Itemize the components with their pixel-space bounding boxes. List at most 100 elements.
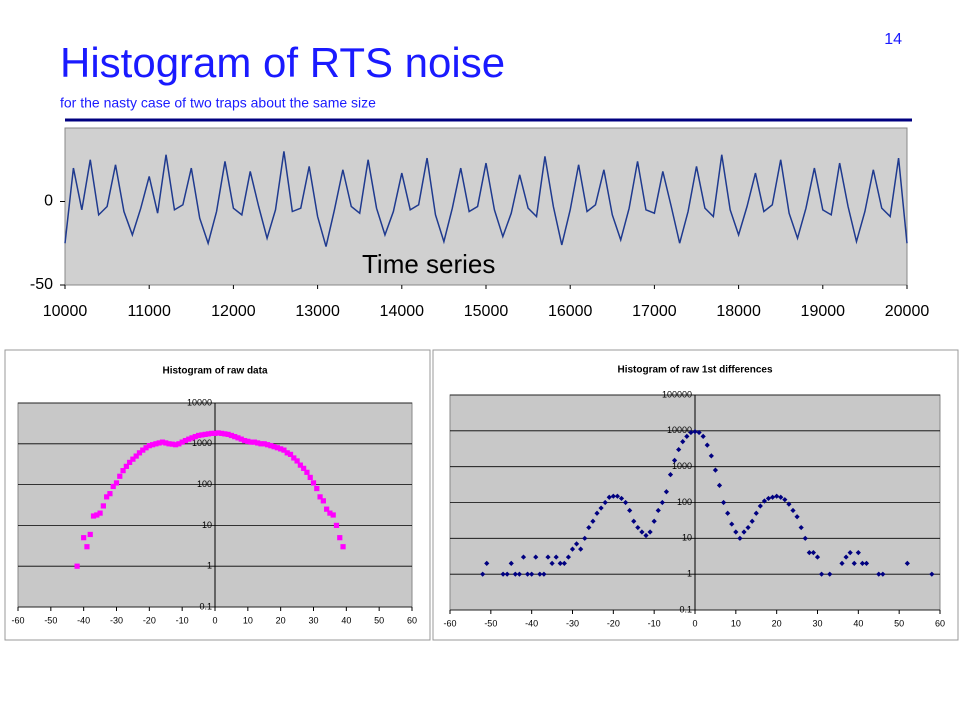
point xyxy=(582,535,588,541)
y-tick-label: 0.1 xyxy=(679,604,692,614)
point xyxy=(153,441,159,447)
point xyxy=(573,541,580,547)
x-tick-label: 30 xyxy=(308,615,318,625)
point xyxy=(745,524,751,531)
point xyxy=(798,524,804,531)
point xyxy=(700,433,706,439)
x-tick-label: 14000 xyxy=(380,303,425,320)
series-line xyxy=(64,151,908,247)
point xyxy=(120,468,126,474)
point xyxy=(769,494,776,500)
point xyxy=(251,439,257,445)
point xyxy=(667,472,674,478)
point xyxy=(655,507,661,514)
point xyxy=(622,499,629,506)
point xyxy=(81,535,87,541)
y-tick-label: 100000 xyxy=(662,389,692,399)
x-tick-label: -40 xyxy=(77,615,90,625)
y-tick-label: 0 xyxy=(44,193,53,210)
point xyxy=(241,437,248,444)
point xyxy=(97,510,103,516)
y-tick-label: 1000 xyxy=(672,461,692,471)
point xyxy=(647,529,653,535)
point xyxy=(186,436,192,442)
x-tick-label: 13000 xyxy=(295,303,340,320)
point xyxy=(929,571,935,577)
point xyxy=(537,571,543,577)
point xyxy=(248,439,254,445)
point xyxy=(294,458,300,464)
point xyxy=(284,450,290,456)
x-tick-label: 12000 xyxy=(211,303,256,320)
point xyxy=(94,512,100,518)
point xyxy=(757,503,763,509)
y-tick-label: 10000 xyxy=(667,425,692,435)
point xyxy=(258,441,264,447)
point xyxy=(684,433,690,439)
point xyxy=(320,498,326,504)
point xyxy=(228,432,235,439)
slide-subtitle: for the nasty case of two traps about th… xyxy=(60,95,376,111)
y-tick-label: 10000 xyxy=(187,397,212,407)
point xyxy=(163,440,169,446)
y-tick-label: 100 xyxy=(677,497,692,507)
point xyxy=(847,549,853,556)
y-tick-label: 10 xyxy=(682,533,692,543)
point xyxy=(301,465,307,471)
point xyxy=(232,434,238,440)
x-tick-label: 60 xyxy=(935,618,945,628)
plot-area xyxy=(64,127,908,286)
point xyxy=(212,430,218,436)
chart-title: Histogram of raw 1st differences xyxy=(617,365,772,376)
point xyxy=(508,560,514,566)
point xyxy=(635,524,641,531)
point xyxy=(113,480,120,486)
point xyxy=(199,432,205,438)
point xyxy=(659,499,665,506)
point xyxy=(182,437,189,444)
point xyxy=(225,431,231,437)
point xyxy=(627,507,633,514)
point xyxy=(839,560,845,566)
point xyxy=(814,554,821,560)
point xyxy=(480,571,486,577)
x-tick-label: 18000 xyxy=(716,303,761,320)
y-tick-label: -50 xyxy=(30,276,53,293)
point xyxy=(235,435,241,441)
annotation: Time series xyxy=(362,249,495,279)
point xyxy=(843,554,849,560)
point xyxy=(516,571,523,577)
point xyxy=(794,514,800,520)
point xyxy=(529,571,535,577)
point xyxy=(264,442,271,448)
point xyxy=(676,446,682,453)
point xyxy=(512,571,518,577)
point xyxy=(304,469,310,475)
point xyxy=(245,438,251,444)
point xyxy=(222,431,228,437)
point xyxy=(202,431,208,437)
x-tick-label: 19000 xyxy=(801,303,846,320)
point xyxy=(786,501,792,507)
point xyxy=(802,535,808,541)
point xyxy=(87,531,93,538)
point xyxy=(765,495,772,502)
point xyxy=(136,450,143,456)
point xyxy=(524,571,531,577)
x-tick-label: 20 xyxy=(276,615,286,625)
x-tick-label: -10 xyxy=(648,618,661,628)
point xyxy=(663,489,670,495)
point xyxy=(330,512,336,518)
point xyxy=(291,455,297,461)
point xyxy=(741,529,747,535)
point xyxy=(314,485,320,492)
x-tick-label: 60 xyxy=(407,615,417,625)
point xyxy=(484,560,490,566)
x-tick-label: 20000 xyxy=(885,303,930,320)
point xyxy=(859,560,866,566)
point xyxy=(594,510,600,516)
point xyxy=(680,439,686,445)
x-tick-label: -20 xyxy=(143,615,156,625)
